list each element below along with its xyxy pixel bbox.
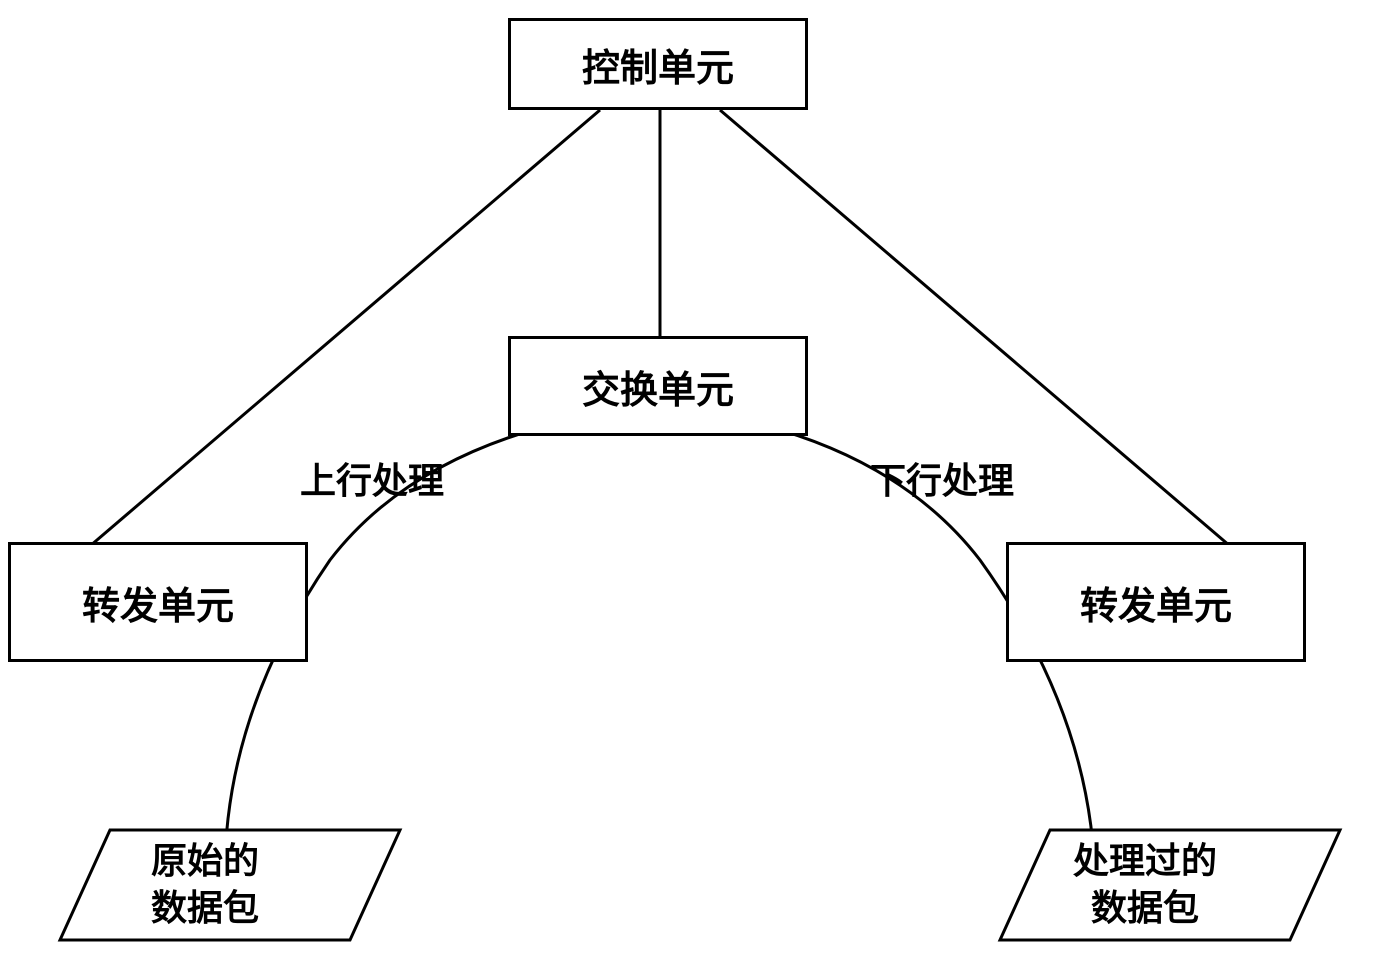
diagram-edges bbox=[0, 0, 1393, 958]
processed-packet-node: 处理过的 数据包 bbox=[1000, 830, 1290, 940]
control-unit-label: 控制单元 bbox=[582, 37, 734, 92]
forward-unit-left-node: 转发单元 bbox=[8, 542, 308, 662]
forward-unit-right-node: 转发单元 bbox=[1006, 542, 1306, 662]
raw-packet-label-line1: 原始的 bbox=[151, 838, 259, 885]
processed-packet-label-line1: 处理过的 bbox=[1073, 838, 1217, 885]
downlink-label: 下行处理 bbox=[870, 452, 1014, 504]
raw-packet-label-line2: 数据包 bbox=[151, 885, 259, 932]
forward-unit-left-label: 转发单元 bbox=[82, 575, 234, 630]
switch-unit-node: 交换单元 bbox=[508, 336, 808, 436]
switch-unit-label: 交换单元 bbox=[582, 359, 734, 414]
processed-packet-label-line2: 数据包 bbox=[1073, 885, 1217, 932]
control-unit-node: 控制单元 bbox=[508, 18, 808, 110]
raw-packet-node: 原始的 数据包 bbox=[60, 830, 350, 940]
network-diagram: 控制单元 交换单元 转发单元 转发单元 原始的 数据包 处理过的 数据包 上行处… bbox=[0, 0, 1393, 958]
forward-unit-right-label: 转发单元 bbox=[1080, 575, 1232, 630]
uplink-label: 上行处理 bbox=[300, 452, 444, 504]
